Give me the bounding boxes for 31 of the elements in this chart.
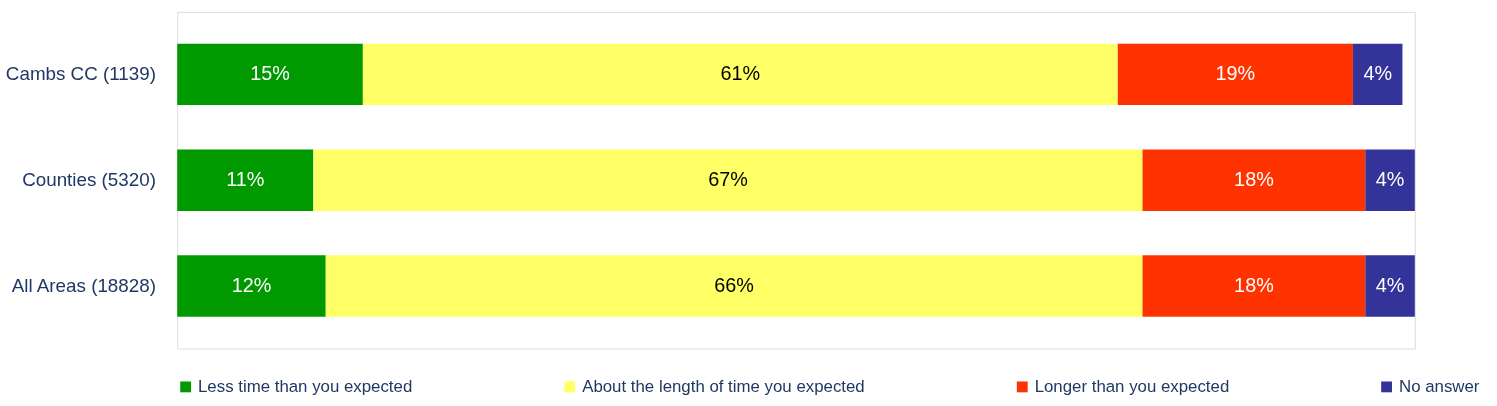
data-label: 12%	[231, 274, 272, 297]
bar	[325, 255, 1143, 317]
bar	[177, 43, 363, 106]
data-label: 61%	[720, 62, 761, 85]
y-tick-label: Cambs CC (1139)	[5, 63, 156, 85]
data-label: 67%	[708, 168, 748, 191]
bar	[1365, 255, 1415, 317]
data-label: 18%	[1234, 274, 1274, 297]
y-tick-label: All Areas (18828)	[11, 275, 156, 297]
legend-label: Longer than you expected	[1034, 376, 1230, 396]
legend-label: Less time than you expected	[198, 376, 413, 396]
data-label: 18%	[1234, 168, 1274, 191]
bar	[177, 149, 314, 211]
bar	[1352, 43, 1403, 106]
data-label: 66%	[714, 274, 754, 297]
bar	[1117, 43, 1353, 106]
y-tick-label: Counties (5320)	[22, 169, 156, 191]
data-label: 19%	[1215, 62, 1256, 85]
legend-label: No answer	[1398, 376, 1480, 396]
bar	[313, 149, 1143, 211]
data-label: 15%	[250, 62, 290, 85]
bar	[362, 43, 1118, 106]
data-label: 4%	[1375, 168, 1405, 191]
bar	[1142, 255, 1366, 317]
legend-label: About the length of time you expected	[582, 376, 865, 396]
bar	[1365, 149, 1415, 211]
bar	[1142, 149, 1366, 211]
bar	[177, 255, 326, 317]
data-label: 11%	[226, 168, 265, 191]
data-label: 4%	[1363, 62, 1393, 85]
data-label: 4%	[1375, 274, 1405, 297]
